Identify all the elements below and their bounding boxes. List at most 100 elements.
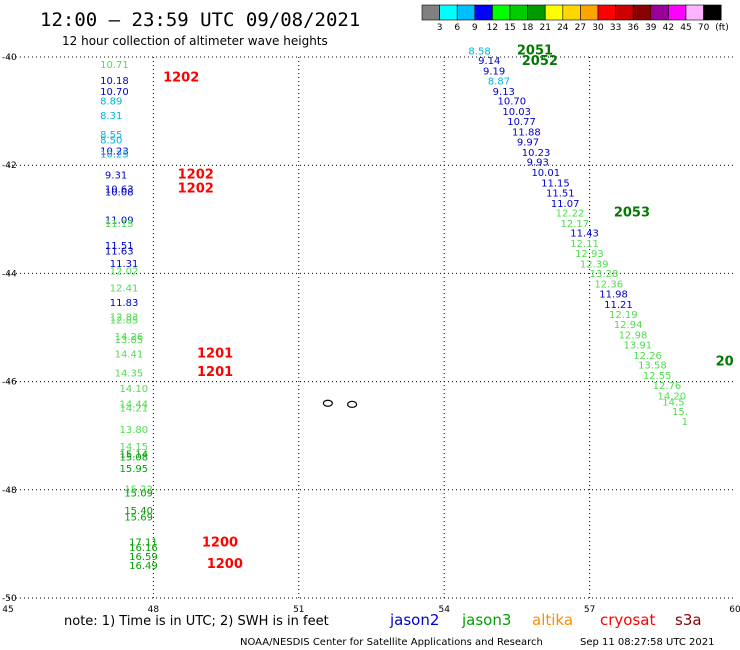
y-tick-label: -44 [2, 269, 17, 279]
wave-height-label: 11.63 [105, 246, 134, 257]
satellite-legend-jason3: jason3 [461, 611, 511, 629]
wave-height-label: 17.11 [129, 538, 158, 549]
colorbar-units: (ft) [715, 23, 729, 33]
colorbar-label: 33 [610, 23, 621, 33]
wave-height-label: 12.98 [619, 330, 648, 341]
colorbar-swatch [474, 4, 493, 21]
wave-height-label: 11.31 [110, 259, 139, 270]
wave-height-label: 11.07 [551, 199, 580, 210]
wave-height-label: 10.70 [498, 97, 527, 108]
pass-time-label: 2052 [522, 54, 558, 69]
wave-height-label: 10.01 [531, 168, 560, 179]
satellite-legend-s3a: s3a [675, 611, 702, 629]
colorbar-label: 30 [592, 23, 604, 33]
colorbar-label: 15 [504, 23, 515, 33]
observations-layer: 10.7110.1810.708.898.318.558.5010.2310.2… [100, 46, 688, 571]
wave-height-label: 16.59 [129, 552, 158, 563]
x-tick-label: 48 [148, 605, 160, 615]
x-tick-label: 57 [584, 605, 595, 615]
wave-height-label: 14.26 [115, 332, 144, 343]
wave-height-label: 15.22 [124, 485, 153, 496]
colorbar-swatch [632, 4, 652, 21]
chart-title: 12:00 — 23:59 UTC 09/08/2021 [40, 9, 360, 31]
wave-height-label: 1 [682, 417, 688, 428]
wave-height-label: 11.21 [604, 300, 633, 311]
wave-height-label: 10.63 [105, 184, 134, 195]
pass-time-label: 2051 [517, 43, 553, 58]
wave-height-label: 11.15 [541, 178, 570, 189]
pass-time-label: 20 [716, 354, 734, 369]
colorbar-label: 3 [437, 23, 443, 33]
colorbar-swatch [456, 4, 476, 21]
pass-time-label: 1201 [197, 346, 233, 361]
wave-height-label: 11.83 [110, 298, 139, 309]
units-note: note: 1) Time is in UTC; 2) SWH is in fe… [64, 614, 329, 629]
islands [322, 399, 358, 408]
colorbar-label: 36 [627, 23, 639, 33]
wave-height-label: 12.39 [580, 259, 609, 270]
pass-labels-layer: 1202120212021201120112001200205120522053… [163, 43, 734, 572]
wave-height-label: 12.22 [556, 209, 585, 220]
colorbar-label: 45 [680, 23, 691, 33]
colorbar-swatch [597, 4, 616, 21]
wave-height-label: 8.58 [468, 46, 490, 57]
colorbar-label: 9 [472, 23, 478, 33]
wave-height-label: 14.10 [119, 384, 148, 395]
wave-height-label: 12.83 [110, 312, 139, 323]
wave-height-label: 9.14 [478, 56, 500, 67]
wave-height-label: 12.26 [633, 351, 662, 362]
wave-height-label: 11.51 [105, 241, 134, 252]
colorbar-swatch [527, 4, 546, 21]
wave-height-label: 12.17 [561, 219, 590, 230]
wave-height-label: 13.91 [624, 341, 653, 352]
wave-height-label: 10.77 [507, 117, 536, 128]
wave-height-label: 12.93 [575, 249, 604, 260]
wave-height-label: 15.40 [124, 506, 153, 517]
colorbar-swatch [544, 4, 564, 21]
wave-height-label: 11.51 [546, 189, 575, 200]
colorbar-label: 27 [575, 23, 586, 33]
colorbar-label: 18 [522, 23, 534, 33]
wave-height-label: 8.50 [100, 136, 122, 147]
wave-height-label: 13.28 [590, 269, 619, 280]
wave-height-label: 15.14 [119, 449, 148, 460]
wave-height-label: 16.49 [129, 561, 158, 572]
pass-time-label: 1200 [202, 536, 238, 551]
colorbar-label: 42 [663, 23, 674, 33]
wave-height-label: 11.98 [599, 290, 628, 301]
colorbar-swatch [615, 4, 634, 21]
colorbar-label: 6 [454, 23, 460, 33]
wave-height-label: 15.09 [124, 488, 153, 499]
wave-height-label: 14.21 [119, 403, 148, 414]
wave-height-label: 10.18 [100, 76, 129, 87]
satellite-legend-jason2: jason2 [389, 611, 439, 629]
colorbar-swatch [703, 4, 722, 21]
colorbar-label: 24 [557, 23, 569, 33]
wave-height-label: 9.19 [483, 66, 505, 77]
wave-height-label: 14.20 [657, 391, 686, 402]
wave-height-label: 14.35 [115, 369, 144, 380]
wave-height-label: 10.25 [100, 150, 129, 161]
wave-height-label: 10.23 [100, 146, 129, 157]
colorbar-label: 70 [698, 23, 710, 33]
wave-height-label: 8.87 [488, 77, 510, 88]
wave-height-label: 14.44 [119, 400, 148, 411]
colorbar-swatch [439, 4, 458, 21]
timestamp-text: Sep 11 08:27:58 UTC 2021 [580, 637, 714, 648]
island-outline [347, 400, 358, 408]
y-tick-label: -50 [2, 594, 17, 604]
wave-height-label: 10.70 [100, 87, 129, 98]
pass-time-label: 1200 [207, 557, 243, 572]
colorbar-legend: 3 6 9 12 15 18 21 24 27 30 33 36 39 42 45 70 (ft) [421, 4, 729, 33]
wave-height-label: 11.43 [570, 229, 599, 240]
wave-height-label: 10.23 [522, 148, 551, 159]
y-tick-label: -46 [2, 378, 17, 388]
wave-height-label: 14.41 [115, 349, 144, 360]
wave-height-label: 15.69 [124, 513, 153, 524]
wave-height-label: 12.36 [594, 279, 623, 290]
wave-height-label: 15.95 [119, 464, 148, 475]
colorbar-swatch [668, 4, 687, 21]
colorbar-swatch [492, 4, 511, 21]
wave-height-label: 12.76 [653, 381, 682, 392]
